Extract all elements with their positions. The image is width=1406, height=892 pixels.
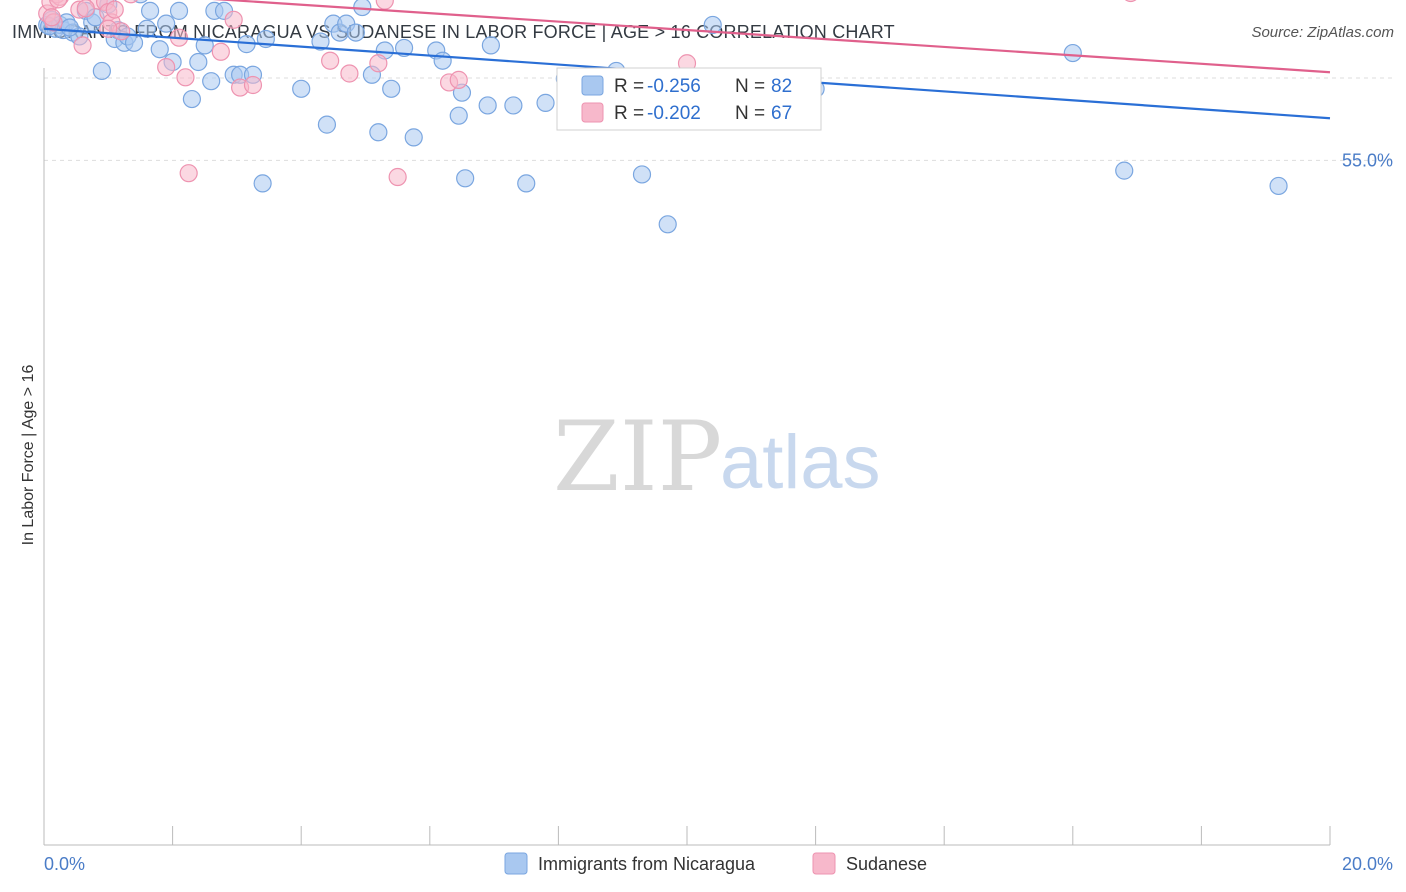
legend-n-value-blue: 82	[771, 76, 792, 97]
legend-r-label-blue: R =	[614, 76, 644, 97]
point-nicaragua	[481, 36, 500, 55]
point-sudanese	[211, 42, 230, 61]
point-sudanese	[123, 0, 138, 4]
legend-bottom-swatch-pink	[812, 852, 836, 875]
point-sudanese	[76, 0, 95, 18]
point-nicaragua	[253, 174, 272, 193]
point-nicaragua	[202, 72, 221, 91]
point-nicaragua	[292, 79, 311, 98]
point-nicaragua	[140, 1, 160, 20]
y-axis-title: In Labor Force | Age > 16	[20, 365, 37, 546]
point-nicaragua	[703, 15, 722, 35]
watermark: ZIP atlas	[553, 401, 881, 513]
point-sudanese	[179, 164, 198, 183]
point-nicaragua	[182, 89, 201, 109]
point-sudanese	[1124, 0, 1137, 3]
legend-r-label-pink: R =	[614, 103, 644, 124]
point-sudanese	[49, 0, 68, 9]
legend-r-value-blue: -0.256	[647, 76, 701, 97]
point-nicaragua	[137, 19, 156, 38]
legend-swatch-blue	[581, 75, 604, 96]
legend-n-value-pink: 67	[771, 103, 792, 124]
point-nicaragua	[456, 169, 475, 188]
point-nicaragua	[517, 174, 536, 193]
point-nicaragua	[1063, 43, 1082, 63]
point-nicaragua	[311, 32, 330, 51]
point-nicaragua	[169, 1, 189, 20]
x-tick-label-max: 20.0%	[1342, 854, 1393, 874]
point-nicaragua	[157, 14, 176, 33]
point-sudanese	[224, 10, 243, 29]
y-tick-label: 55.0%	[1342, 150, 1393, 170]
legend-bottom: Immigrants from Nicaragua Sudanese	[504, 852, 927, 875]
legend-n-label-blue: N =	[735, 76, 765, 97]
point-sudanese	[369, 54, 388, 73]
legend-n-label-pink: N =	[735, 103, 765, 124]
point-sudanese	[73, 36, 92, 55]
point-nicaragua	[133, 0, 148, 4]
point-nicaragua	[433, 51, 452, 70]
point-nicaragua	[346, 23, 365, 42]
point-nicaragua	[504, 96, 523, 115]
point-nicaragua	[536, 93, 555, 112]
legend-bottom-swatch-blue	[504, 852, 528, 875]
point-nicaragua	[150, 40, 169, 59]
source-label: Source: ZipAtlas.com	[1251, 24, 1394, 41]
point-nicaragua	[317, 115, 337, 134]
point-nicaragua	[478, 96, 497, 115]
point-nicaragua	[60, 18, 79, 37]
legend-r-value-pink: -0.202	[647, 103, 701, 124]
axes: 55.0%70.0%85.0%100.0%	[43, 68, 1393, 846]
point-sudanese	[388, 167, 407, 187]
point-sudanese	[105, 0, 124, 19]
point-nicaragua	[449, 106, 468, 125]
point-sudanese	[340, 64, 359, 83]
legend-bottom-label-blue: Immigrants from Nicaragua	[538, 854, 756, 874]
point-sudanese	[42, 8, 61, 27]
scatter-points	[38, 0, 1288, 234]
point-sudanese	[157, 58, 176, 77]
point-nicaragua	[1115, 161, 1134, 180]
watermark-atlas: atlas	[720, 420, 881, 505]
point-nicaragua	[1269, 176, 1288, 196]
point-nicaragua	[369, 123, 388, 142]
x-tick-label-min: 0.0%	[44, 854, 85, 874]
point-nicaragua	[404, 128, 423, 147]
watermark-zip: ZIP	[553, 401, 722, 513]
point-nicaragua	[92, 61, 111, 81]
point-nicaragua	[658, 215, 677, 234]
point-sudanese	[176, 68, 195, 87]
point-nicaragua	[189, 52, 208, 72]
point-sudanese	[449, 70, 468, 89]
point-nicaragua	[394, 38, 414, 58]
point-sudanese	[321, 51, 340, 70]
point-sudanese	[375, 0, 394, 10]
legend-bottom-label-pink: Sudanese	[846, 854, 927, 874]
point-nicaragua	[382, 79, 401, 98]
trend-line-sudanese	[212, 0, 1331, 74]
legend-top: R = -0.256 N = 82 R = -0.202 N = 67	[556, 67, 822, 131]
point-nicaragua	[632, 165, 652, 184]
legend-swatch-pink	[581, 102, 604, 123]
point-sudanese	[243, 75, 263, 95]
